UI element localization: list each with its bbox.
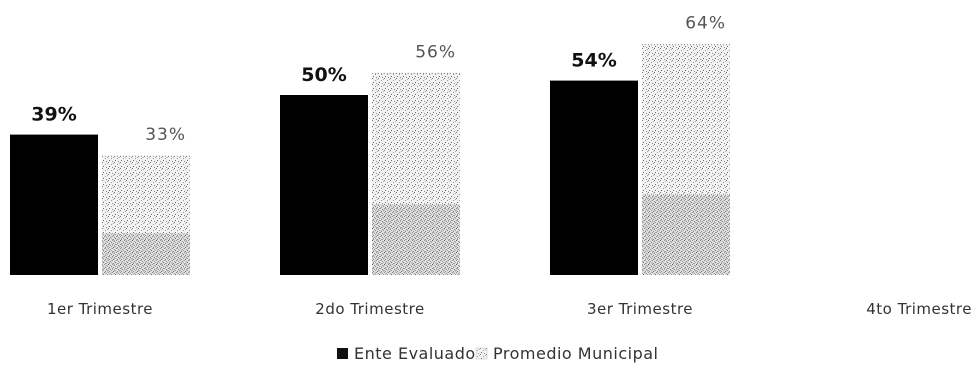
value-labels-group: 39% 33% 50% 56% 54% 64% <box>31 14 726 146</box>
value-label-ente-evaluado-3er-trimestre: 54% <box>571 50 616 72</box>
legend-marker-promedio-municipal <box>475 347 488 360</box>
bar-promedio-municipal-3er-trimestre <box>642 44 730 275</box>
category-label-2do-trimestre: 2do Trimestre <box>315 300 424 318</box>
value-label-promedio-municipal-3er-trimestre: 64% <box>685 14 726 34</box>
category-label-3er-trimestre: 3er Trimestre <box>587 300 693 318</box>
value-label-ente-evaluado-1er-trimestre: 39% <box>31 104 76 126</box>
value-label-ente-evaluado-2do-trimestre: 50% <box>301 64 346 86</box>
legend-label-promedio-municipal: Promedio Municipal <box>493 344 658 363</box>
bar-ente-evaluado-2do-trimestre <box>280 95 368 275</box>
legend: Ente Evaluado Promedio Municipal <box>337 344 658 363</box>
value-label-promedio-municipal-2do-trimestre: 56% <box>415 42 456 62</box>
category-label-1er-trimestre: 1er Trimestre <box>47 300 153 318</box>
bar-promedio-municipal-1er-trimestre <box>102 155 190 275</box>
bar-ente-evaluado-1er-trimestre <box>10 134 98 275</box>
legend-label-ente-evaluado: Ente Evaluado <box>354 344 476 363</box>
bar-ente-evaluado-3er-trimestre <box>550 80 638 275</box>
category-label-4to-trimestre: 4to Trimestre <box>866 300 972 318</box>
legend-marker-ente-evaluado <box>337 348 348 359</box>
category-labels-group: 1er Trimestre 2do Trimestre 3er Trimestre 4… <box>47 300 972 318</box>
bar-promedio-municipal-2do-trimestre <box>372 72 460 276</box>
bars-group <box>10 44 730 276</box>
value-label-promedio-municipal-1er-trimestre: 33% <box>145 125 186 145</box>
